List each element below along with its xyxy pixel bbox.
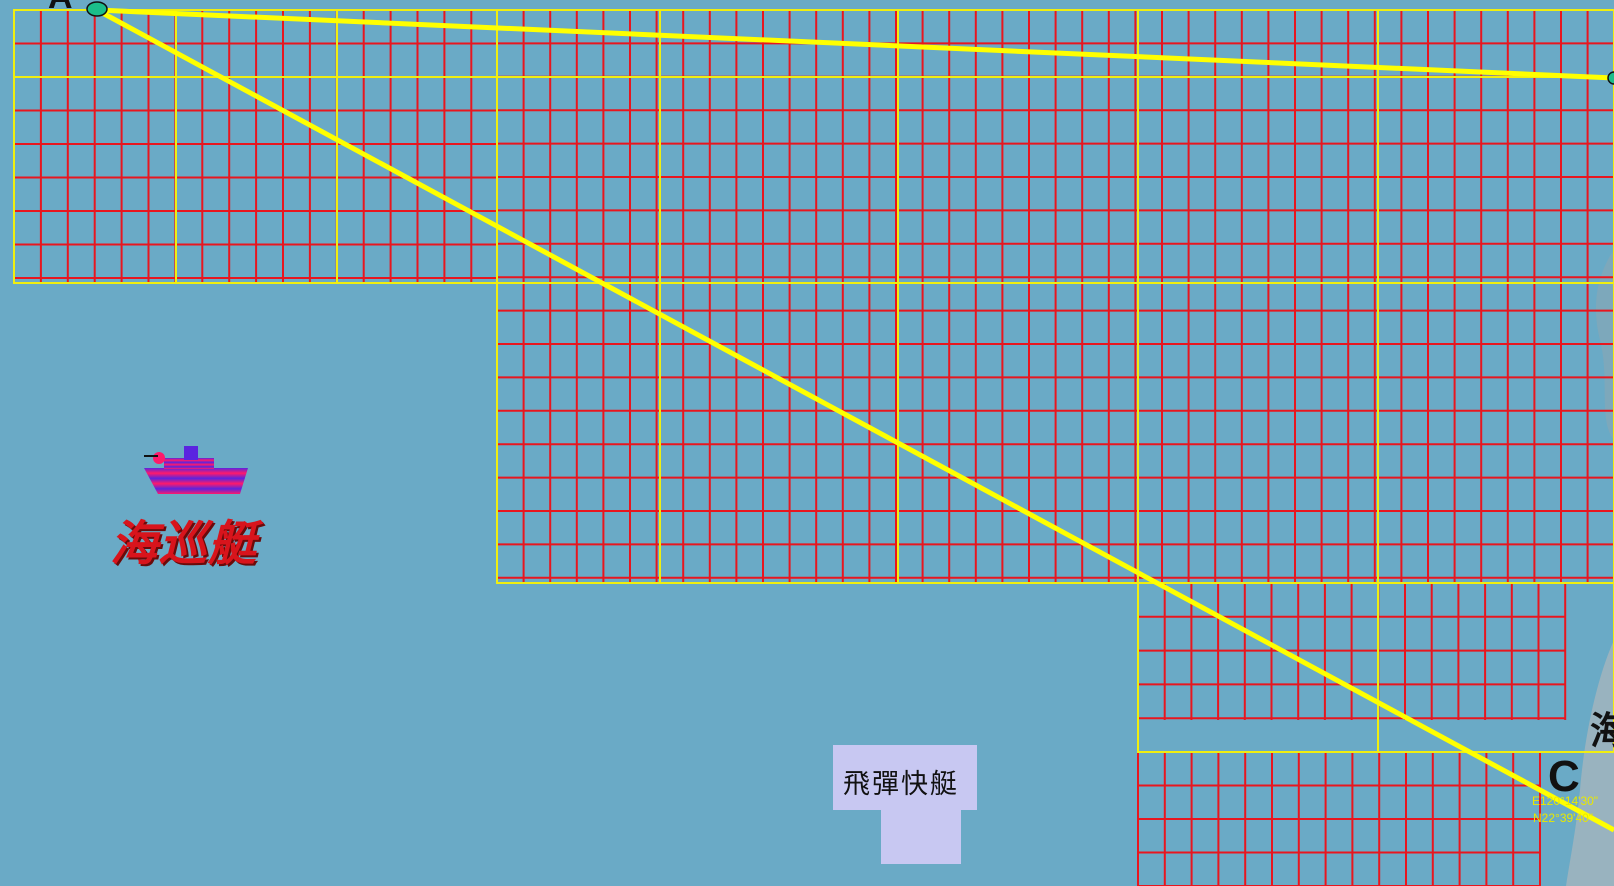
missile-boat-image-box	[881, 810, 961, 864]
missile-boat-label-box	[833, 745, 977, 810]
route-lines	[95, 7, 1614, 833]
major-grid-cell	[1137, 282, 1379, 584]
major-grid-cell	[897, 282, 1139, 584]
waypoint-a-icon	[86, 1, 108, 17]
route-a-to-c	[95, 7, 1614, 833]
fine-grid	[13, 9, 1614, 886]
major-grid-cell	[1377, 282, 1614, 584]
coordinate-longitude: E120°14'30"	[1532, 794, 1599, 808]
waypoint-east-icon	[1607, 71, 1614, 85]
patrol-boat-icon	[144, 446, 248, 494]
waypoint-a-label: A	[48, 0, 73, 17]
major-grid-cell	[659, 282, 899, 584]
major-grid-cell	[1377, 582, 1614, 753]
major-grid-cell	[496, 76, 661, 284]
major-grid-cell	[897, 76, 1139, 284]
major-grid-cell	[1377, 76, 1614, 284]
major-grid-cell	[659, 76, 899, 284]
major-grid-cell	[496, 282, 661, 584]
major-grid-cell	[1137, 76, 1379, 284]
waypoint-c-label: C	[1548, 752, 1580, 801]
coast-label: 海	[1590, 708, 1614, 753]
patrol-boat-label: 海巡艇	[110, 516, 258, 572]
coordinate-latitude: N22°39'40"	[1533, 811, 1594, 825]
missile-boat-label: 飛彈快艇	[843, 769, 959, 800]
route-a-to-east	[96, 7, 1614, 81]
major-grid-cell	[1137, 582, 1379, 753]
